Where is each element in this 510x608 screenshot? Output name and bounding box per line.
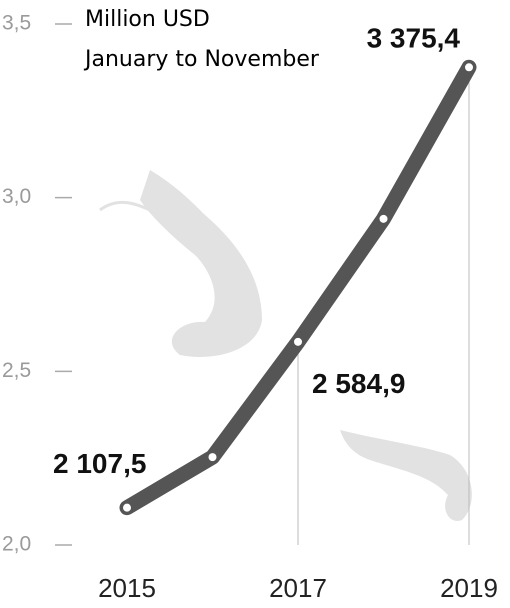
- point: [379, 214, 388, 223]
- y-tick-label: 2,5: [2, 359, 31, 382]
- x-tick-label: 2017: [269, 573, 327, 603]
- chart-title: Million USD: [85, 7, 210, 32]
- data-label: 2 107,5: [53, 448, 146, 479]
- decoration: [99, 170, 472, 521]
- x-tick-label: 2019: [440, 573, 498, 603]
- data-label: 2 584,9: [312, 368, 405, 399]
- x-tick-label: 2015: [98, 573, 156, 603]
- point: [465, 63, 473, 72]
- data-label: 3 375,4: [367, 23, 461, 54]
- y-tick-label: 3,5: [2, 12, 31, 35]
- point: [208, 453, 217, 462]
- y-tick-label: 2,0: [2, 533, 31, 556]
- point: [294, 337, 302, 346]
- y-tick-label: 3,0: [2, 185, 31, 208]
- chart-subtitle: January to November: [83, 47, 320, 72]
- point: [123, 503, 131, 512]
